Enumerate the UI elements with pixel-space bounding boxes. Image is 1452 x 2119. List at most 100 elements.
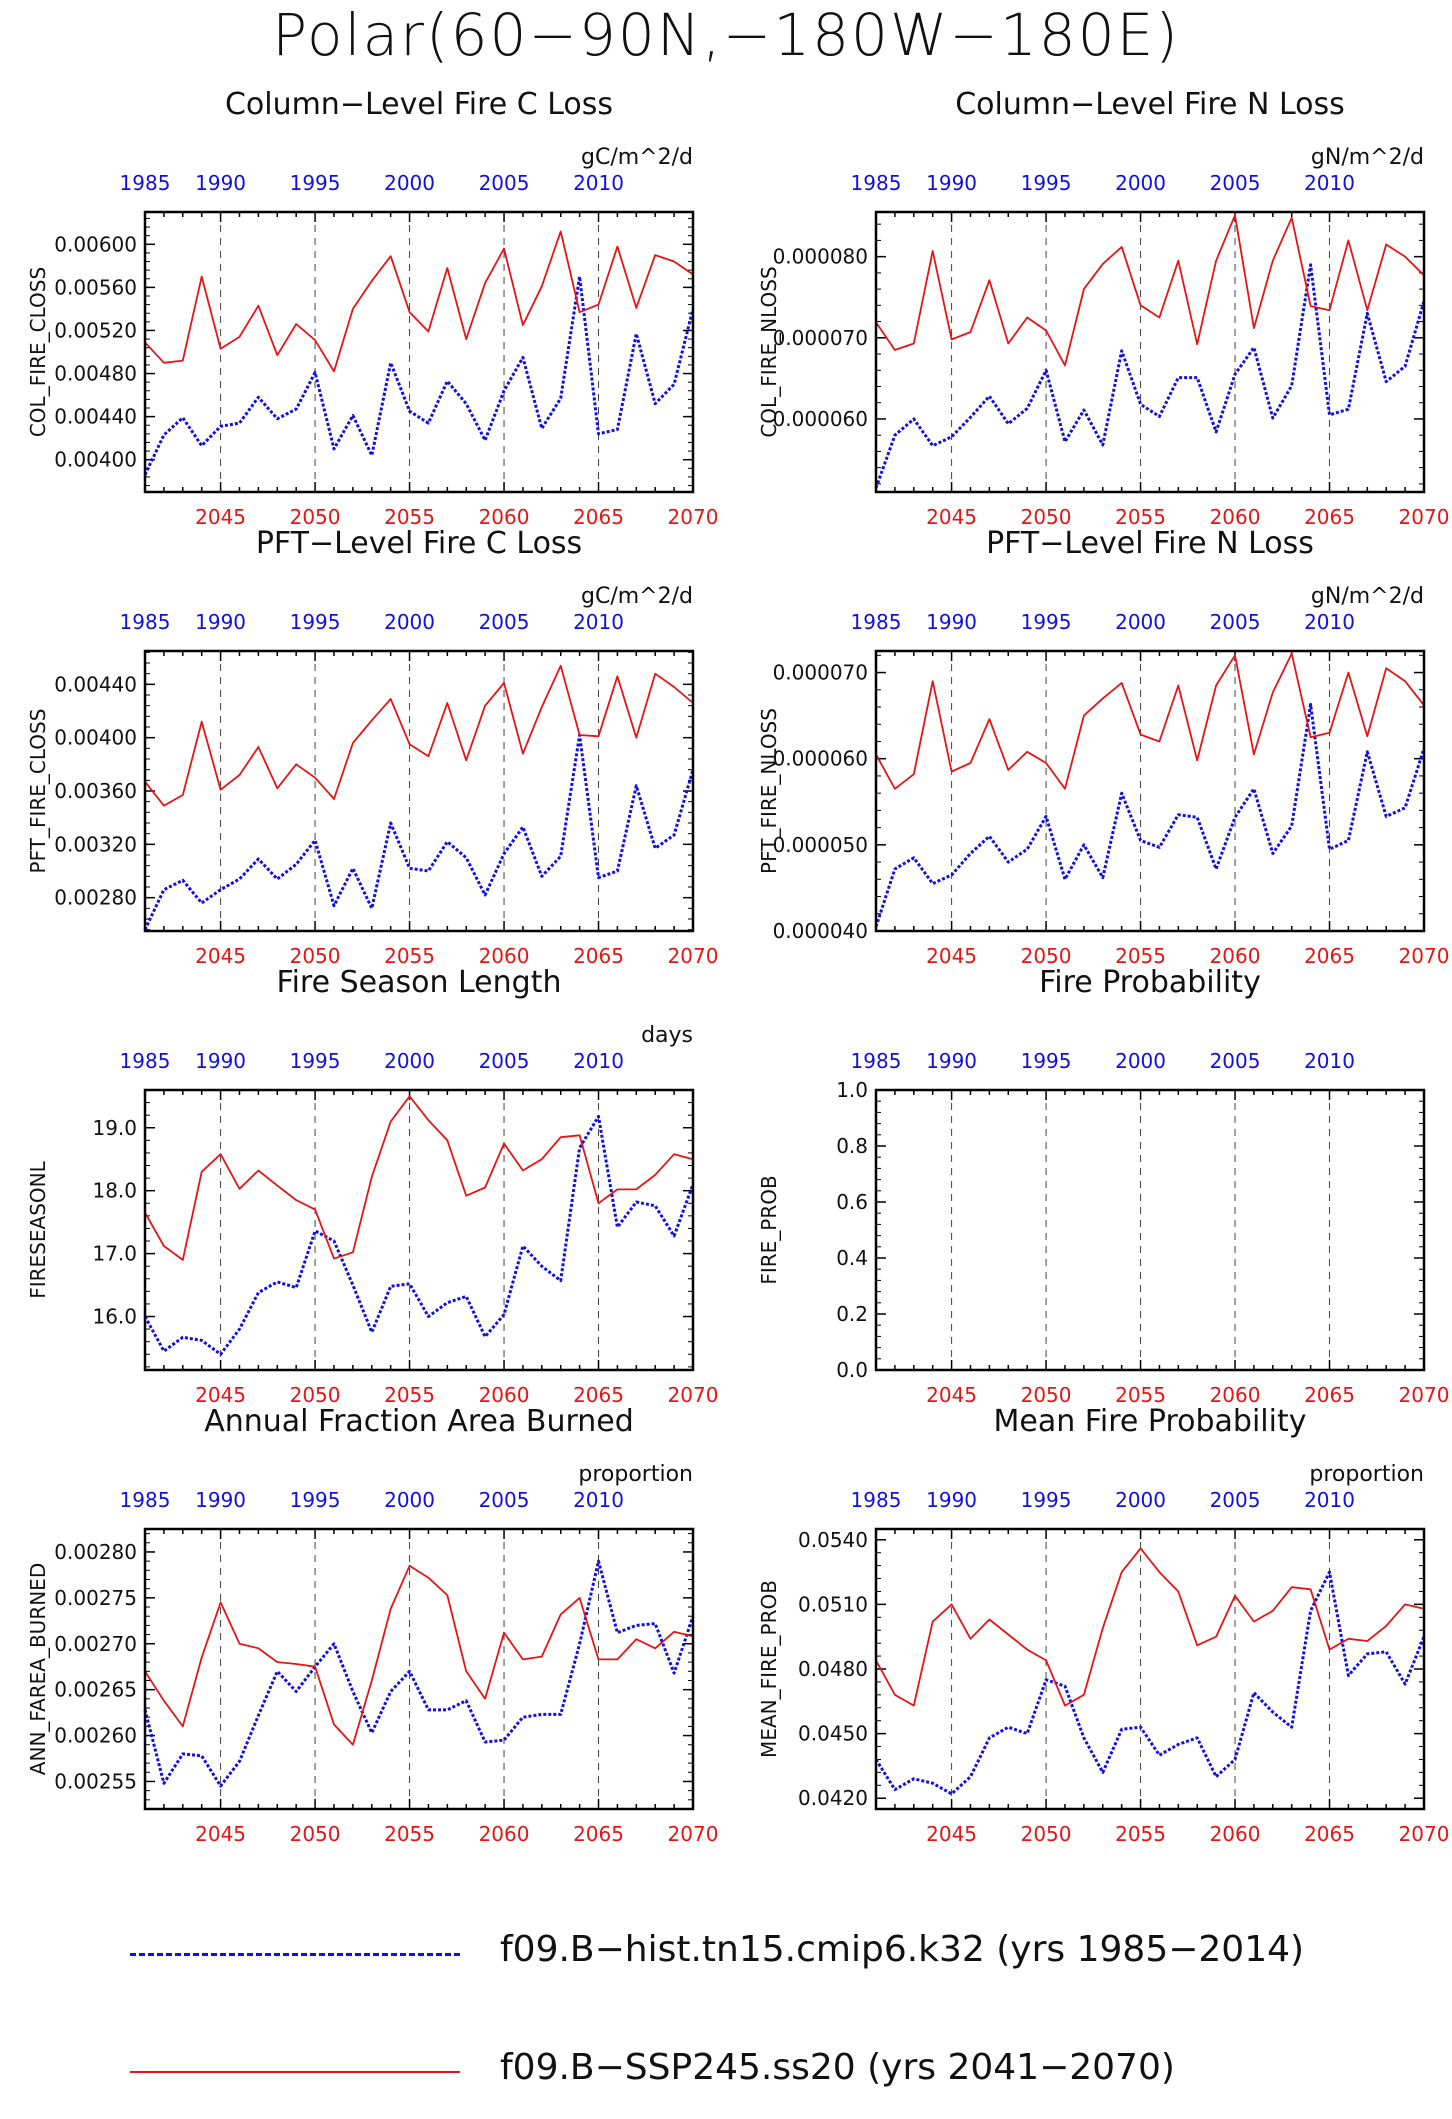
chart-units: gC/m^2/d [581,145,693,170]
y-tick-label: 0.00440 [54,405,137,429]
y-axis-label: FIRESEASONL [26,1160,50,1298]
y-tick-label: 19.0 [92,1116,137,1140]
top-tick-label: 1990 [195,1488,246,1512]
y-tick-label: 0.6 [836,1190,868,1214]
series-line-hist [143,1559,695,1788]
plot-frame [143,210,695,494]
bottom-tick-label: 2060 [1210,944,1261,968]
bottom-tick-label: 2060 [1210,505,1261,529]
top-tick-label: 1985 [851,1488,902,1512]
top-tick-label: 2000 [1115,610,1166,634]
chart-panel: Fire Season Length days 1985 1990 1995 2000 20… [26,965,718,1407]
series-line-ssp [875,652,1425,790]
top-tick-label: 1995 [290,171,341,195]
bottom-tick-label: 2050 [290,944,341,968]
bottom-tick-label: 2070 [668,1383,719,1407]
y-tick-label: 0.00255 [54,1769,137,1793]
y-tick-label: 0.0420 [798,1786,868,1810]
y-tick-label: 0.00440 [54,672,137,696]
y-tick-label: 0.00280 [54,886,137,910]
chart-units: proportion [578,1462,693,1487]
bottom-tick-label: 2045 [926,944,977,968]
bottom-tick-label: 2060 [479,944,530,968]
top-tick-label: 1990 [195,171,246,195]
y-tick-label: 0.0510 [798,1592,868,1616]
y-tick-label: 18.0 [92,1179,137,1203]
bottom-tick-label: 2050 [290,1383,341,1407]
chart-title: Annual Fraction Area Burned [204,1404,634,1439]
bottom-tick-label: 2070 [1399,1822,1450,1846]
bottom-tick-label: 2065 [573,505,624,529]
top-tick-label: 2005 [1210,171,1261,195]
bottom-tick-label: 2070 [668,944,719,968]
y-tick-label: 16.0 [92,1305,137,1329]
bottom-tick-label: 2065 [1304,944,1355,968]
top-tick-label: 2010 [1304,171,1355,195]
bottom-tick-label: 2055 [384,1383,435,1407]
top-tick-label: 1990 [195,610,246,634]
top-tick-label: 2005 [479,1049,530,1073]
top-tick-label: 2000 [384,171,435,195]
top-tick-label: 2005 [1210,1488,1261,1512]
y-tick-label: 0.00270 [54,1632,137,1656]
chart-units: days [641,1023,693,1048]
y-tick-label: 17.0 [92,1242,137,1266]
bottom-tick-label: 2060 [1210,1383,1261,1407]
y-axis-label: FIRE_PROB [757,1175,781,1284]
top-tick-label: 2010 [1304,1049,1355,1073]
y-axis-label: PFT_FIRE_NLOSS [757,708,781,874]
bottom-tick-label: 2045 [926,1822,977,1846]
top-tick-label: 2010 [573,171,624,195]
y-tick-label: 0.0450 [798,1722,868,1746]
top-tick-label: 2010 [1304,1488,1355,1512]
y-tick-label: 0.00275 [54,1586,137,1610]
y-axis-label: PFT_FIRE_CLOSS [26,709,50,874]
series-line-hist [143,733,695,931]
y-tick-label: 0.00480 [54,362,137,386]
bottom-tick-label: 2050 [1021,944,1072,968]
chart-title: Mean Fire Probability [994,1404,1307,1439]
chart-title: Column−Level Fire C Loss [225,87,613,122]
bottom-tick-label: 2055 [1115,1383,1166,1407]
series-line-hist [143,1114,695,1356]
bottom-tick-label: 2050 [1021,1383,1072,1407]
top-tick-label: 2005 [479,610,530,634]
plot-frame [143,1527,695,1811]
top-tick-label: 1995 [1021,1049,1072,1073]
y-tick-label: 0.8 [836,1134,868,1158]
y-tick-label: 0.00520 [54,318,137,342]
y-tick-label: 0.00400 [54,448,137,472]
bottom-tick-label: 2045 [195,944,246,968]
y-tick-label: 0.00265 [54,1678,137,1702]
bottom-tick-label: 2050 [290,1822,341,1846]
top-tick-label: 2010 [573,610,624,634]
chart-grid: Column−Level Fire C Loss gC/m^2/d 1985 1990… [26,87,1450,1846]
y-tick-label: 0.0540 [798,1528,868,1552]
chart-title: Fire Probability [1039,965,1261,1000]
y-tick-label: 0.000050 [773,833,868,857]
bottom-tick-label: 2050 [1021,1822,1072,1846]
y-tick-label: 0.4 [836,1246,868,1270]
top-tick-label: 2000 [1115,1049,1166,1073]
top-tick-label: 1985 [120,1488,171,1512]
chart-units: gN/m^2/d [1311,584,1424,609]
bottom-tick-label: 2065 [573,1822,624,1846]
chart-title: Column−Level Fire N Loss [955,87,1345,122]
y-tick-label: 0.000080 [773,245,868,269]
y-tick-label: 0.000060 [773,407,868,431]
series-line-ssp [144,1564,694,1746]
page-title: Polar(60−90N,−180W−180E) [272,1,1180,69]
top-tick-label: 2000 [1115,171,1166,195]
legend-swatch-ssp [130,2071,460,2073]
plot-frame [874,1088,1426,1372]
top-tick-label: 2000 [384,610,435,634]
y-tick-label: 0.000070 [773,326,868,350]
y-tick-label: 0.00280 [54,1540,137,1564]
top-tick-label: 1995 [1021,171,1072,195]
bottom-tick-label: 2055 [1115,505,1166,529]
bottom-tick-label: 2045 [195,1822,246,1846]
chart-units: gC/m^2/d [581,584,693,609]
legend-swatch-hist [130,1953,460,1956]
top-tick-label: 2000 [384,1049,435,1073]
plot-frame [143,649,695,933]
